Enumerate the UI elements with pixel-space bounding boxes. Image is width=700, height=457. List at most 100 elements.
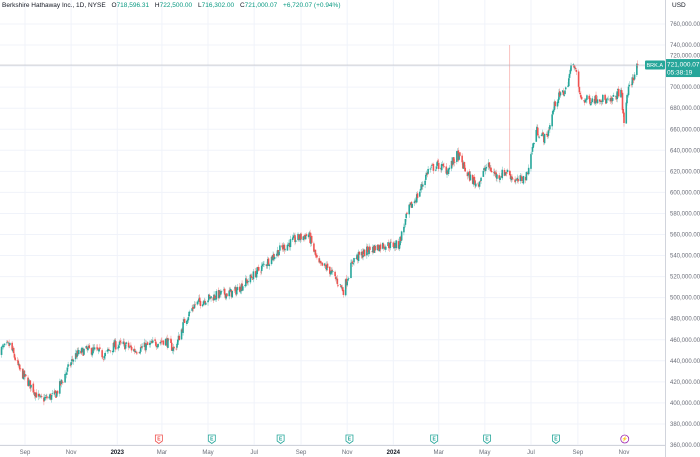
earnings-icon[interactable]: E — [552, 434, 560, 444]
candle-body — [262, 263, 265, 265]
candle-body — [431, 164, 433, 166]
candle-body — [519, 175, 522, 182]
earnings-icon[interactable]: E — [154, 434, 163, 444]
candle-body — [119, 340, 122, 342]
candle-body — [117, 347, 119, 349]
candle-body — [13, 353, 16, 358]
candle-body — [520, 176, 522, 177]
candle-body — [515, 180, 517, 181]
candle-body — [335, 276, 337, 280]
candle-body — [66, 367, 69, 372]
earnings-icon[interactable]: E — [483, 434, 492, 444]
event-marker-bg — [154, 434, 163, 444]
candle-body — [602, 94, 604, 102]
candle-body — [55, 391, 58, 397]
earnings-icon[interactable]: E — [276, 434, 285, 444]
candle-body — [459, 152, 461, 156]
candle-body — [208, 295, 211, 297]
candle-body — [172, 347, 175, 351]
candle-body — [77, 349, 80, 355]
price-tick-label: 600,000.00 — [670, 190, 700, 196]
candle-body — [62, 381, 64, 383]
candle-body — [291, 237, 294, 240]
earnings-icon[interactable]: E — [207, 434, 216, 444]
candle-body — [531, 147, 534, 152]
candle-body — [130, 346, 133, 351]
candle-body — [384, 246, 387, 250]
candle-body — [358, 251, 361, 255]
candle-body — [284, 249, 286, 250]
lightning-icon[interactable]: ⚡ — [620, 434, 630, 444]
candle-body — [443, 166, 445, 167]
candle-body — [44, 396, 47, 399]
earnings-icon[interactable]: E — [430, 434, 439, 444]
candle-body — [231, 290, 234, 298]
candle-body — [575, 69, 578, 72]
candle-body — [498, 175, 501, 179]
candle-body — [366, 246, 369, 253]
symbol-title[interactable]: Berkshire Hathaway Inc., 1D, NYSE — [2, 2, 106, 9]
candle-body — [605, 99, 608, 104]
time-tick-label: May — [202, 450, 213, 456]
candle-body — [189, 311, 191, 313]
candle-body — [108, 350, 111, 351]
candle-body — [214, 295, 216, 299]
candle-body — [461, 155, 463, 163]
candle-body — [413, 201, 416, 204]
event-marker-label: E — [157, 437, 161, 443]
candle-body — [606, 98, 609, 100]
candle-body — [157, 343, 159, 347]
candle-body — [170, 342, 173, 351]
candle-body — [425, 174, 427, 180]
candle-body — [626, 95, 628, 104]
candle-body — [156, 346, 159, 348]
candle-body — [328, 266, 331, 274]
price-axis[interactable]: 360,000.00 380,000.00 400,000.00 420,000.00… — [670, 22, 700, 449]
time-tick-label: Sep — [296, 450, 307, 456]
candle-body — [533, 142, 535, 145]
candle-body — [162, 340, 165, 345]
candle-body — [589, 97, 591, 104]
candle-body — [330, 270, 333, 274]
earnings-icon[interactable]: E — [345, 434, 354, 444]
candle-body — [281, 245, 283, 248]
time-axis[interactable]: Sep Nov 2023 Mar May Jul Sep Nov 2024 Mar May Jul Se… — [20, 450, 630, 456]
candle-body — [223, 288, 226, 295]
candle-body — [607, 98, 609, 100]
candle-body — [90, 348, 93, 355]
candle-body — [342, 289, 345, 295]
candle-body — [458, 153, 460, 160]
candle-body — [228, 290, 231, 297]
candle-body — [543, 133, 546, 144]
currency-label[interactable]: USD — [672, 2, 686, 9]
candle-body — [567, 85, 569, 87]
candle-body — [416, 193, 419, 198]
candle-body — [369, 246, 371, 250]
candle-body — [186, 320, 188, 325]
price-tick-label: 420,000.00 — [670, 380, 700, 386]
candle-body — [286, 244, 289, 251]
time-tick-label: 2023 — [111, 450, 125, 456]
candle-body — [40, 395, 42, 397]
candle-body — [569, 69, 572, 74]
candle-body — [310, 235, 313, 243]
candle-body — [12, 347, 15, 354]
price-tick-label: 720,000.00 — [670, 54, 700, 60]
candle-body — [389, 241, 392, 248]
price-tick-label: 380,000.00 — [670, 422, 700, 428]
candle-body — [102, 357, 104, 359]
candle-body — [141, 346, 144, 348]
price-tag-bg — [666, 59, 700, 78]
candle-body — [442, 164, 445, 166]
candle-body — [363, 249, 366, 257]
candle-body — [620, 90, 623, 94]
candle-body — [242, 286, 244, 291]
candle-body — [118, 341, 121, 345]
candle-body — [589, 103, 592, 106]
candle-body — [92, 347, 94, 354]
price-tick-label: 440,000.00 — [670, 359, 700, 365]
candle-body — [538, 136, 541, 138]
candle-body — [397, 241, 400, 249]
candle-body — [353, 258, 355, 263]
